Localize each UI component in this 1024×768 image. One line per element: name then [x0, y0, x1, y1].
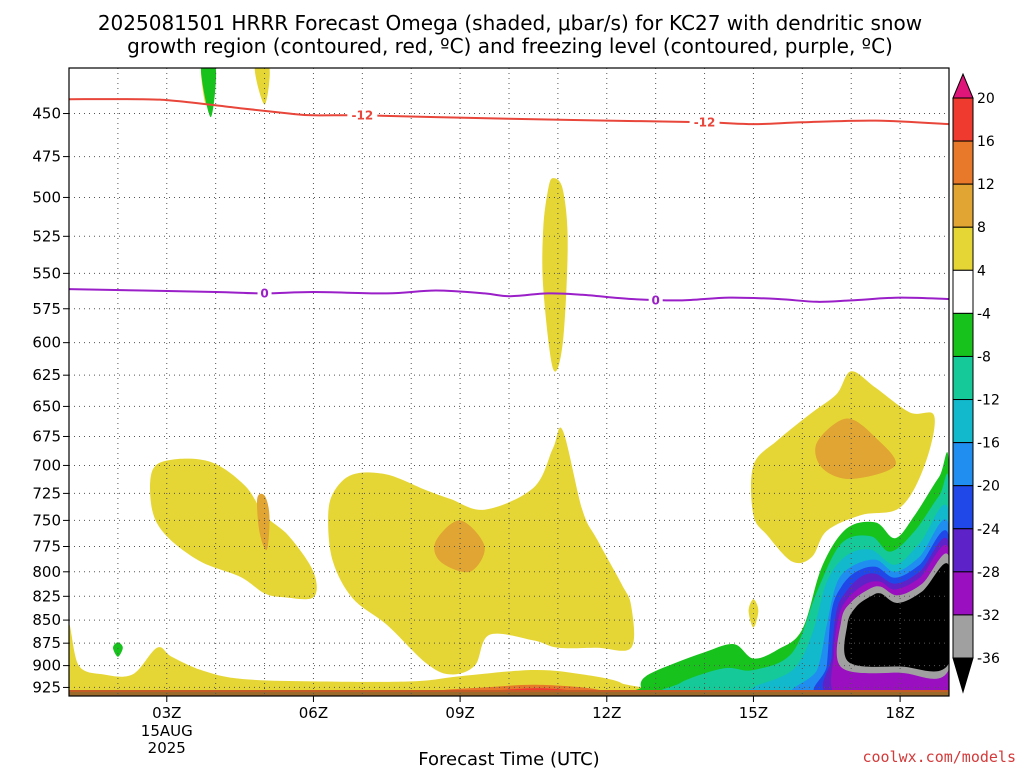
colorbar-box-12	[952, 571, 974, 616]
contour-label-1-0: 0	[260, 286, 268, 300]
y-tick-label-575: 575	[32, 300, 61, 318]
omega-region-1	[254, 68, 270, 105]
omega-region-9	[815, 418, 896, 480]
colorbar-box-5	[952, 269, 974, 314]
colorbar-label-7: -12	[977, 393, 1000, 409]
contour-label-bg-1-1	[648, 293, 663, 308]
colorbar-label-10: -24	[977, 522, 1000, 538]
y-tick-label-775: 775	[32, 538, 61, 556]
contour-lines: -12 -12 0 0	[69, 98, 949, 308]
y-tick-label-850: 850	[32, 611, 61, 629]
colorbar-box-8	[952, 399, 974, 444]
y-tick-label-625: 625	[32, 366, 61, 384]
contour-label-0-0: -12	[351, 108, 373, 122]
credit-label: coolwx.com/models	[862, 748, 1016, 766]
colorbar-box-1	[952, 97, 974, 142]
chart-title-line-1: 2025081501 HRRR Forecast Omega (shaded, …	[98, 11, 922, 35]
colorbar-box-11	[952, 528, 974, 573]
contour-label-bg-0-1	[689, 115, 720, 130]
y-tick-label-450: 450	[32, 105, 61, 123]
omega-region-11	[69, 624, 661, 696]
x-tick-label-15Z: 15Z	[739, 704, 768, 722]
colorbar-label-2: 12	[977, 177, 995, 193]
colorbar-box-4	[952, 226, 974, 271]
colorbar-arrow-top	[952, 72, 974, 99]
y-tick-label-800: 800	[32, 563, 61, 581]
colorbar-label-4: 4	[977, 263, 986, 279]
colorbar-box-10	[952, 485, 974, 530]
plot-frame	[68, 67, 950, 697]
colorbar-box-2	[952, 140, 974, 185]
omega-region-5	[256, 493, 270, 551]
omega-region-14	[113, 642, 123, 657]
colorbar-label-5: -4	[977, 306, 991, 322]
y-tick-label-875: 875	[32, 634, 61, 652]
contour-line-0	[69, 98, 949, 126]
colorbar-box-7	[952, 355, 974, 401]
x-tick-label-06Z: 06Z	[299, 704, 328, 722]
contour-label-1-1: 0	[651, 293, 659, 307]
surface-band	[69, 690, 949, 696]
colorbar-label-8: -16	[977, 436, 1000, 452]
x-tick-label-18Z: 18Z	[885, 704, 914, 722]
omega-region-3	[542, 178, 568, 372]
y-tick-label-725: 725	[32, 484, 61, 502]
colorbar-box-9	[952, 442, 974, 487]
omega-region-4	[149, 458, 317, 600]
contour-label-bg-0-0	[347, 108, 378, 123]
y-tick-label-600: 600	[32, 334, 61, 352]
y-tick-label-525: 525	[32, 227, 61, 245]
pressure-axis: 450 475 500 525 550 575 600 625 650 675 700 725 750 7…	[32, 105, 69, 696]
omega-region-23	[844, 563, 949, 672]
chart-title-line-2: growth region (contoured, red, ºC) and f…	[127, 34, 893, 58]
contour-label-bg-1-0	[257, 286, 272, 301]
colorbar-box-6	[952, 312, 974, 357]
colorbar-label-9: -20	[977, 479, 1000, 495]
colorbar-label-13: -36	[977, 651, 1000, 667]
colorbar-label-1: 16	[977, 134, 995, 150]
x-tick-label-03Z: 03Z	[152, 704, 181, 722]
colorbar-label-11: -28	[977, 565, 1000, 581]
colorbar-label-6: -8	[977, 350, 991, 366]
x-tick-date-label: 15AUG	[141, 722, 193, 740]
y-tick-label-825: 825	[32, 587, 61, 605]
y-tick-label-900: 900	[32, 657, 61, 675]
y-tick-label-700: 700	[32, 456, 61, 474]
colorbar-label-3: 8	[977, 220, 986, 236]
colorbar-arrow-bottom	[952, 657, 974, 694]
grid-lines	[69, 68, 949, 696]
plot-area: -12 -12 0 0	[69, 68, 949, 696]
colorbar: 20 16 12 8 4 -4 -8 -12 -16 -20 -24 -28 -32 -36	[952, 72, 1000, 694]
colorbar-box-3	[952, 183, 974, 228]
x-tick-year-label: 2025	[148, 739, 186, 757]
x-tick-label-12Z: 12Z	[592, 704, 621, 722]
y-tick-label-675: 675	[32, 427, 61, 445]
y-tick-label-475: 475	[32, 148, 61, 166]
contour-label-0-1: -12	[694, 115, 716, 129]
x-tick-label-09Z: 09Z	[445, 704, 474, 722]
y-tick-label-650: 650	[32, 397, 61, 415]
y-tick-label-550: 550	[32, 264, 61, 282]
colorbar-label-12: -32	[977, 608, 1000, 624]
colorbar-box-13	[952, 614, 974, 659]
y-tick-label-750: 750	[32, 511, 61, 529]
y-tick-label-925: 925	[32, 678, 61, 696]
y-tick-label-500: 500	[32, 188, 61, 206]
colorbar-label-0: 20	[977, 91, 995, 107]
x-axis-title: Forecast Time (UTC)	[418, 749, 599, 768]
